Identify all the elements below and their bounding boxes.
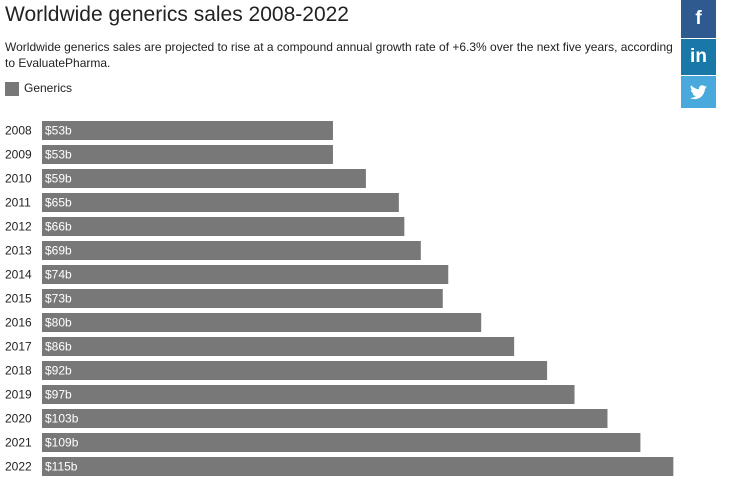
legend-swatch	[5, 82, 19, 96]
bar	[42, 409, 608, 428]
bar	[42, 361, 548, 380]
bar	[42, 337, 515, 356]
bar	[42, 121, 333, 140]
data-label: $109b	[45, 436, 79, 450]
y-tick-label: 2013	[5, 244, 32, 258]
data-label: $115b	[45, 460, 78, 474]
bar	[42, 193, 399, 212]
data-label: $53b	[45, 124, 72, 138]
chart-subtitle: Worldwide generics sales are projected t…	[5, 40, 673, 70]
y-tick-label: 2014	[5, 268, 32, 282]
bar	[42, 457, 674, 476]
legend-label: Generics	[24, 81, 72, 95]
facebook-button[interactable]: f	[681, 0, 716, 38]
data-label: $97b	[45, 388, 72, 402]
y-tick-label: 2018	[5, 364, 32, 378]
data-label: $59b	[45, 172, 72, 186]
bar	[42, 265, 449, 284]
data-label: $86b	[45, 340, 72, 354]
bar	[42, 145, 333, 164]
data-label: $66b	[45, 220, 72, 234]
y-tick-label: 2008	[5, 124, 32, 138]
data-label: $74b	[45, 268, 72, 282]
y-tick-label: 2015	[5, 292, 32, 306]
data-label: $92b	[45, 364, 72, 378]
bar	[42, 313, 482, 332]
y-tick-label: 2017	[5, 340, 32, 354]
y-tick-label: 2011	[5, 196, 31, 210]
twitter-button[interactable]	[681, 76, 716, 108]
data-label: $65b	[45, 196, 72, 210]
data-label: $80b	[45, 316, 72, 330]
y-tick-label: 2009	[5, 148, 32, 162]
y-tick-label: 2019	[5, 388, 32, 402]
twitter-icon	[690, 85, 707, 100]
data-label: $53b	[45, 148, 72, 162]
y-tick-label: 2010	[5, 172, 32, 186]
bar	[42, 433, 641, 452]
bar	[42, 385, 575, 404]
y-tick-label: 2020	[5, 412, 32, 426]
y-tick-label: 2012	[5, 220, 32, 234]
bar	[42, 217, 405, 236]
y-tick-label: 2016	[5, 316, 32, 330]
linkedin-button[interactable]: in	[681, 39, 716, 75]
chart-title: Worldwide generics sales 2008-2022	[5, 3, 349, 26]
y-tick-label: 2021	[5, 436, 32, 450]
bar	[42, 169, 366, 188]
data-label: $103b	[45, 412, 79, 426]
bar	[42, 241, 421, 260]
data-label: $73b	[45, 292, 72, 306]
y-tick-label: 2022	[5, 460, 32, 474]
data-label: $69b	[45, 244, 72, 258]
bar	[42, 289, 443, 308]
